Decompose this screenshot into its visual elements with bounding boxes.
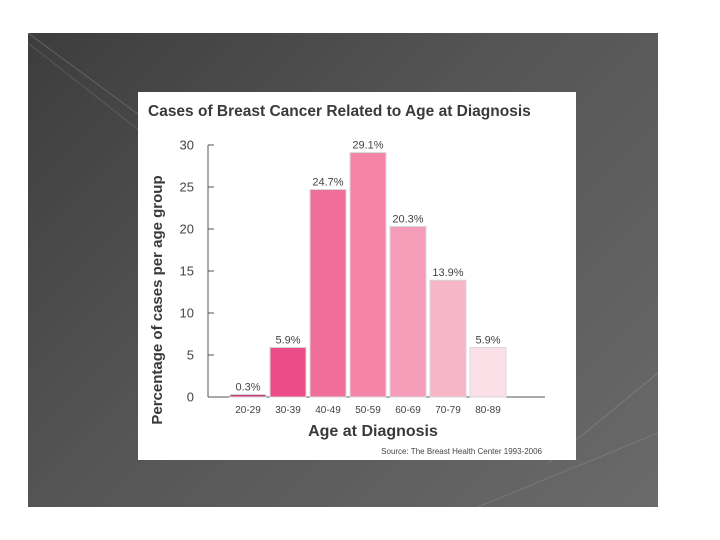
bar: [429, 279, 467, 398]
bar: [349, 152, 387, 398]
x-tick-label: 40-49: [315, 405, 341, 416]
y-tick-label: 15: [180, 264, 194, 279]
y-tick-label: 20: [180, 222, 194, 237]
y-tick-label: 5: [187, 348, 194, 363]
y-tick-label: 0: [187, 390, 194, 405]
x-tick-label: 20-29: [235, 405, 261, 416]
bar: [469, 346, 507, 398]
data-label: 29.1%: [352, 140, 383, 152]
chart-labels: 20-29 0.3% 30-39 5.9% 40-49 24.7% 50-59 29.1% 60…: [235, 140, 501, 416]
bar: [229, 393, 267, 398]
data-label: 0.3%: [235, 381, 260, 393]
data-label: 5.9%: [275, 334, 300, 346]
data-label: 24.7%: [312, 177, 343, 189]
y-tick-label: 25: [180, 180, 194, 195]
x-axis-label: Age at Diagnosis: [308, 423, 438, 440]
x-tick-label: 80-89: [475, 405, 501, 416]
y-tick-label: 10: [180, 306, 194, 321]
bar: [269, 346, 307, 398]
chart-title: Cases of Breast Cancer Related to Age at…: [148, 103, 531, 120]
x-tick-label: 60-69: [395, 405, 421, 416]
source-note: Source: The Breast Health Center 1993-20…: [381, 447, 542, 456]
x-tick-label: 30-39: [275, 405, 301, 416]
data-label: 5.9%: [475, 334, 500, 346]
bar: [309, 189, 347, 398]
bar: [389, 225, 427, 398]
chart-bars: [229, 152, 507, 398]
y-tick-label: 30: [180, 138, 194, 153]
data-label: 20.3%: [392, 213, 423, 225]
bar-chart: Cases of Breast Cancer Related to Age at…: [148, 103, 545, 456]
data-label: 13.9%: [432, 267, 463, 279]
chart-card: Cases of Breast Cancer Related to Age at…: [138, 92, 576, 460]
x-tick-label: 70-79: [435, 405, 461, 416]
x-tick-label: 50-59: [355, 405, 381, 416]
y-axis-label: Percentage of cases per age group: [149, 175, 166, 424]
